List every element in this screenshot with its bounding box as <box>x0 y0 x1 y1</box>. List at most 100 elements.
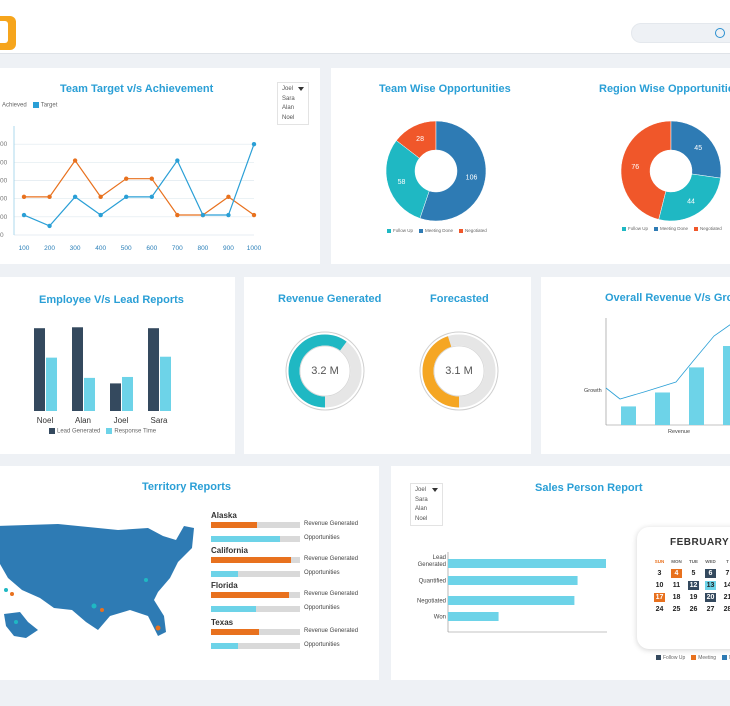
calendar-day[interactable]: 12 <box>688 581 699 590</box>
revenue-bar <box>211 557 300 563</box>
overall-revenue-chart: Growth Revenue <box>584 318 730 435</box>
calendar-day[interactable]: 24 <box>655 606 664 613</box>
x-tick-label: 700 <box>172 245 183 252</box>
revenue-bar <box>211 629 300 635</box>
x-tick-label: 400 <box>95 245 106 252</box>
calendar-day[interactable]: 11 <box>672 582 681 589</box>
x-tick-label: 200 <box>44 245 55 252</box>
data-point <box>175 212 180 218</box>
team-wise-title: Team Wise Opportunities <box>379 83 511 95</box>
territory-name: California <box>211 546 248 555</box>
calendar-day[interactable]: 13 <box>705 581 716 590</box>
dropdown-option[interactable]: Noel <box>282 114 295 121</box>
calendar-day[interactable]: 26 <box>689 606 698 613</box>
calendar-day[interactable]: 4 <box>671 569 682 578</box>
data-point <box>47 223 52 229</box>
sales-category-label: Lead <box>433 555 446 561</box>
territory-metric-label: Opportunities <box>304 570 340 576</box>
revenue-bar <box>689 367 704 425</box>
territory-name: Texas <box>211 618 234 627</box>
data-point <box>98 212 103 218</box>
calendar-day[interactable]: 21 <box>723 594 730 601</box>
sales-category-label: Quantified <box>419 579 446 585</box>
sales-bar <box>448 612 499 621</box>
search-icon[interactable] <box>715 28 725 38</box>
donut-value-label: 76 <box>631 164 639 171</box>
y-tick-label: 0 <box>0 232 4 239</box>
calendar-day[interactable]: 7 <box>725 570 730 577</box>
employee-lead-title: Employee V/s Lead Reports <box>39 294 184 306</box>
growth-line <box>605 324 730 400</box>
calendar-day[interactable]: 20 <box>705 593 716 602</box>
territory-metric-label: Revenue Generated <box>304 521 359 527</box>
gauge-fill <box>422 334 496 408</box>
opportunities-bar <box>211 643 300 649</box>
forecasted-title: Forecasted <box>430 293 489 305</box>
bar-lead-generated <box>34 328 45 411</box>
bar-response-time <box>122 376 133 411</box>
series-line-target <box>23 143 255 227</box>
data-point <box>149 176 154 181</box>
data-point <box>200 212 206 218</box>
x-tick-label: 100 <box>19 245 30 252</box>
team-wise-donut: 28 106 58 <box>385 120 487 222</box>
chevron-down-icon[interactable] <box>298 87 304 91</box>
dropdown-option[interactable]: Sara <box>282 95 295 102</box>
calendar-day[interactable]: 10 <box>655 582 664 589</box>
team-target-dropdown[interactable]: Joel Sara Alan Noel <box>277 82 309 125</box>
sales-category-label: Won <box>434 615 446 621</box>
sales-person-dropdown[interactable]: Joel Sara Alan Noel <box>410 483 443 526</box>
donut-slice-meeting-done <box>419 120 487 222</box>
x-tick-label: 300 <box>70 245 81 252</box>
calendar-day[interactable]: 17 <box>654 593 665 602</box>
calendar-day[interactable]: 27 <box>706 606 715 613</box>
revenue-bar <box>723 346 730 425</box>
data-point <box>251 141 257 147</box>
legend-target: Target <box>32 102 57 109</box>
dropdown-option[interactable]: Alan <box>415 506 428 512</box>
data-point <box>21 194 27 200</box>
opportunities-bar-fill <box>211 643 238 649</box>
app-logo[interactable] <box>0 16 16 50</box>
calendar-day[interactable]: 28 <box>723 606 730 613</box>
series-line-achieved <box>24 159 255 216</box>
revenue-bar-fill <box>211 629 260 635</box>
employee-lead-legend: Lead Generated Response Time <box>49 428 156 435</box>
region-wise-legend: Follow Up Meeting Done Negotiated <box>622 226 722 231</box>
usa-map <box>0 524 194 638</box>
calendar-day[interactable]: 25 <box>672 606 681 613</box>
revenue-bar-fill <box>211 557 292 563</box>
territory-metric-label: Opportunities <box>304 642 340 648</box>
calendar-day[interactable]: 18 <box>672 594 681 601</box>
opportunities-bar <box>211 606 300 612</box>
dropdown-option[interactable]: Noel <box>415 515 428 522</box>
data-point <box>226 212 231 218</box>
bar-response-time <box>46 357 57 411</box>
revenue-bar-fill <box>211 592 290 598</box>
donut-slice-negotiated <box>620 120 672 220</box>
y-tick-label: 00 <box>0 178 8 185</box>
calendar-weekday: MON <box>671 559 682 564</box>
sales-bar <box>448 559 606 568</box>
team-target-card <box>0 68 320 264</box>
gauge-outer-ring <box>419 331 499 411</box>
calendar-day[interactable]: 14 <box>723 582 730 589</box>
employee-lead-bar-chart: Noel Alan Joel Sara <box>34 327 171 425</box>
calendar-day[interactable]: 3 <box>657 570 662 577</box>
dropdown-option[interactable]: Alan <box>282 105 295 111</box>
donut-slice-follow-up <box>385 140 430 219</box>
gauge-inner <box>299 345 351 397</box>
calendar-day[interactable]: 6 <box>705 569 716 578</box>
revenue-generated-value: 3.2 M <box>311 365 339 377</box>
dropdown-selected: Joel <box>415 487 427 493</box>
sales-person-title: Sales Person Report <box>535 482 643 494</box>
y-tick-label: 00 <box>0 141 8 148</box>
dropdown-option[interactable]: Sara <box>415 496 428 503</box>
chevron-down-icon[interactable] <box>432 488 438 492</box>
calendar-day[interactable]: 19 <box>689 594 698 601</box>
search-input[interactable] <box>631 23 730 43</box>
dropdown-selected: Joel <box>282 86 294 92</box>
calendar-day[interactable]: 5 <box>691 570 696 577</box>
y-axis-label: Growth <box>584 388 602 394</box>
revenue-bar <box>655 392 670 425</box>
